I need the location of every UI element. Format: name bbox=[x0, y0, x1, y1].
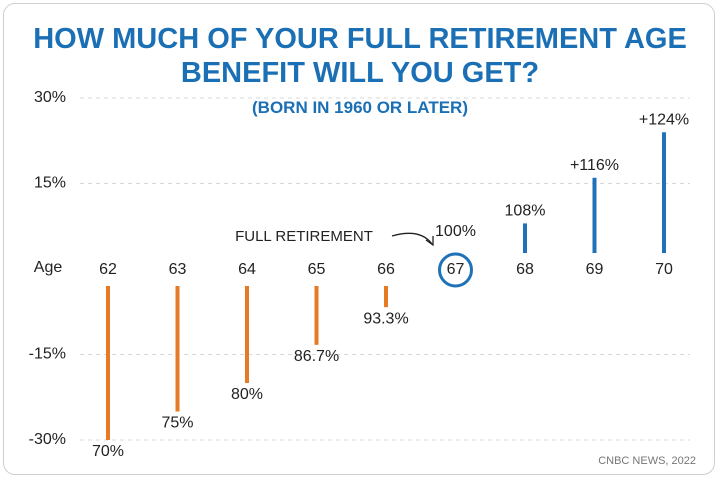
frame bbox=[3, 3, 715, 475]
y-tick-label: 30% bbox=[34, 89, 66, 106]
x-tick-label: 64 bbox=[238, 261, 256, 278]
value-label: 86.7% bbox=[294, 348, 339, 365]
value-label: +124% bbox=[639, 111, 689, 128]
x-tick-label: 69 bbox=[586, 261, 604, 278]
value-label: 70% bbox=[92, 443, 124, 460]
source: CNBC NEWS, 2022 bbox=[598, 455, 696, 467]
x-tick-label: 68 bbox=[516, 261, 534, 278]
y-tick-label: -15% bbox=[29, 346, 66, 363]
value-label: 93.3% bbox=[363, 310, 408, 327]
chart-title: HOW MUCH OF YOUR FULL RETIREMENT AGE BEN… bbox=[33, 23, 687, 89]
annotation-arrow bbox=[391, 232, 433, 245]
chart-subtitle: (BORN IN 1960 OR LATER) bbox=[252, 98, 468, 117]
x-tick-label: 63 bbox=[169, 261, 187, 278]
x-tick-label: 66 bbox=[377, 261, 395, 278]
annotation-arrowhead bbox=[425, 236, 434, 247]
x-tick-label: 67 bbox=[447, 261, 465, 278]
value-label: 108% bbox=[505, 203, 546, 220]
x-tick-label: 62 bbox=[99, 261, 117, 278]
value-label: 80% bbox=[231, 386, 263, 403]
annotation: FULL RETIREMENT bbox=[235, 228, 373, 245]
value-label: 75% bbox=[161, 415, 193, 432]
full-retirement-marker bbox=[438, 252, 473, 288]
x-tick-label: 70 bbox=[655, 261, 673, 278]
y-tick-label: 15% bbox=[34, 175, 66, 192]
value-label: 100% bbox=[435, 223, 476, 240]
value-label: +116% bbox=[570, 157, 619, 174]
x-axis-label: Age bbox=[34, 259, 63, 276]
x-tick-label: 65 bbox=[308, 261, 326, 278]
y-tick-label: -30% bbox=[29, 431, 66, 448]
